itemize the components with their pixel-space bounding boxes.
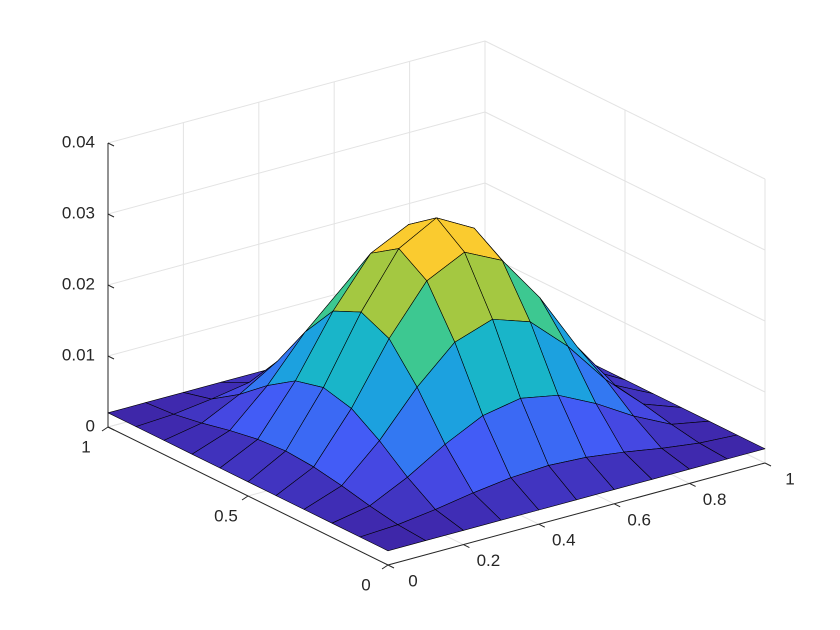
grid-line	[484, 40, 766, 180]
z-tick	[107, 142, 115, 147]
x-tick-label: 0.4	[552, 531, 576, 550]
z-tick-label: 0.03	[62, 203, 95, 222]
z-tick-label: 0.02	[62, 274, 95, 293]
grid-line	[484, 182, 766, 322]
z-tick-label: 0.04	[62, 132, 95, 151]
x-tick-label: 1	[785, 469, 794, 488]
y-tick	[101, 426, 109, 432]
x-tick-label: 0	[408, 571, 417, 590]
y-tick-label: 1	[81, 437, 90, 456]
y-tick-label: 0	[361, 575, 370, 594]
x-tick	[538, 523, 546, 528]
x-tick	[613, 503, 621, 508]
z-tick	[107, 284, 115, 289]
grid-line	[107, 182, 486, 286]
z-tick	[107, 355, 115, 360]
z-tick-label: 0	[86, 416, 95, 435]
x-tick	[689, 482, 696, 487]
y-tick-label: 0.5	[214, 506, 238, 525]
x-tick-label: 0.8	[703, 490, 727, 509]
grid-line	[484, 111, 766, 251]
x-tick	[463, 544, 470, 549]
z-tick-label: 0.01	[62, 345, 95, 364]
x-tick	[764, 462, 772, 467]
x-tick-label: 0.6	[627, 510, 651, 529]
z-tick	[107, 426, 115, 431]
axis-line	[387, 462, 766, 566]
y-tick	[241, 495, 249, 501]
x-tick-label: 0.2	[477, 551, 501, 570]
surface-patch	[359, 524, 427, 552]
y-tick	[381, 564, 389, 570]
grid-line	[107, 40, 486, 144]
grid-line	[107, 111, 486, 215]
grid-line	[484, 253, 766, 393]
z-tick	[107, 213, 115, 218]
x-tick	[387, 564, 395, 569]
